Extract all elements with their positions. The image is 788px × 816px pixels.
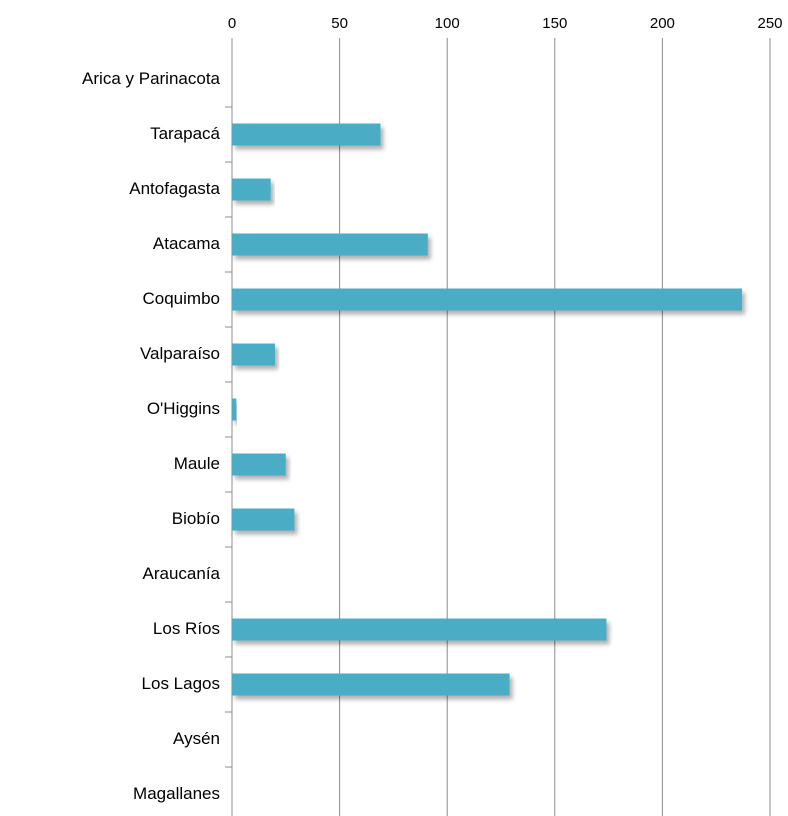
y-tick-label: Arica y Parinacota: [82, 69, 220, 88]
bar: [232, 123, 381, 146]
y-tick-label: Atacama: [153, 234, 221, 253]
x-tick-label: 200: [650, 15, 675, 32]
x-tick-label: 100: [435, 15, 460, 32]
bar: [232, 343, 276, 366]
bar: [232, 618, 607, 641]
y-tick-label: Maule: [174, 454, 220, 473]
bars: [232, 123, 743, 696]
y-tick-label: O'Higgins: [147, 399, 220, 418]
y-tick-label: Araucanía: [143, 564, 221, 583]
x-tick-label: 50: [331, 15, 348, 32]
bar: [232, 508, 295, 531]
x-tick-label: 250: [757, 15, 782, 32]
y-tick-label: Magallanes: [133, 784, 220, 803]
x-tick-label: 0: [228, 15, 236, 32]
bar: [232, 233, 428, 256]
y-tick-label: Los Ríos: [153, 619, 220, 638]
bar: [232, 178, 271, 201]
y-tick-label: Valparaíso: [140, 344, 220, 363]
y-tick-label: Tarapacá: [150, 124, 220, 143]
bar: [232, 453, 286, 476]
grid: [225, 38, 771, 816]
y-tick-label: Coquimbo: [143, 289, 221, 308]
bar: [232, 398, 237, 421]
y-tick-label: Biobío: [172, 509, 220, 528]
y-tick-label: Aysén: [173, 729, 220, 748]
bar: [232, 673, 510, 696]
x-tick-label: 150: [542, 15, 567, 32]
bar: [232, 288, 743, 311]
y-tick-label: Los Lagos: [142, 674, 220, 693]
y-tick-label: Antofagasta: [129, 179, 220, 198]
